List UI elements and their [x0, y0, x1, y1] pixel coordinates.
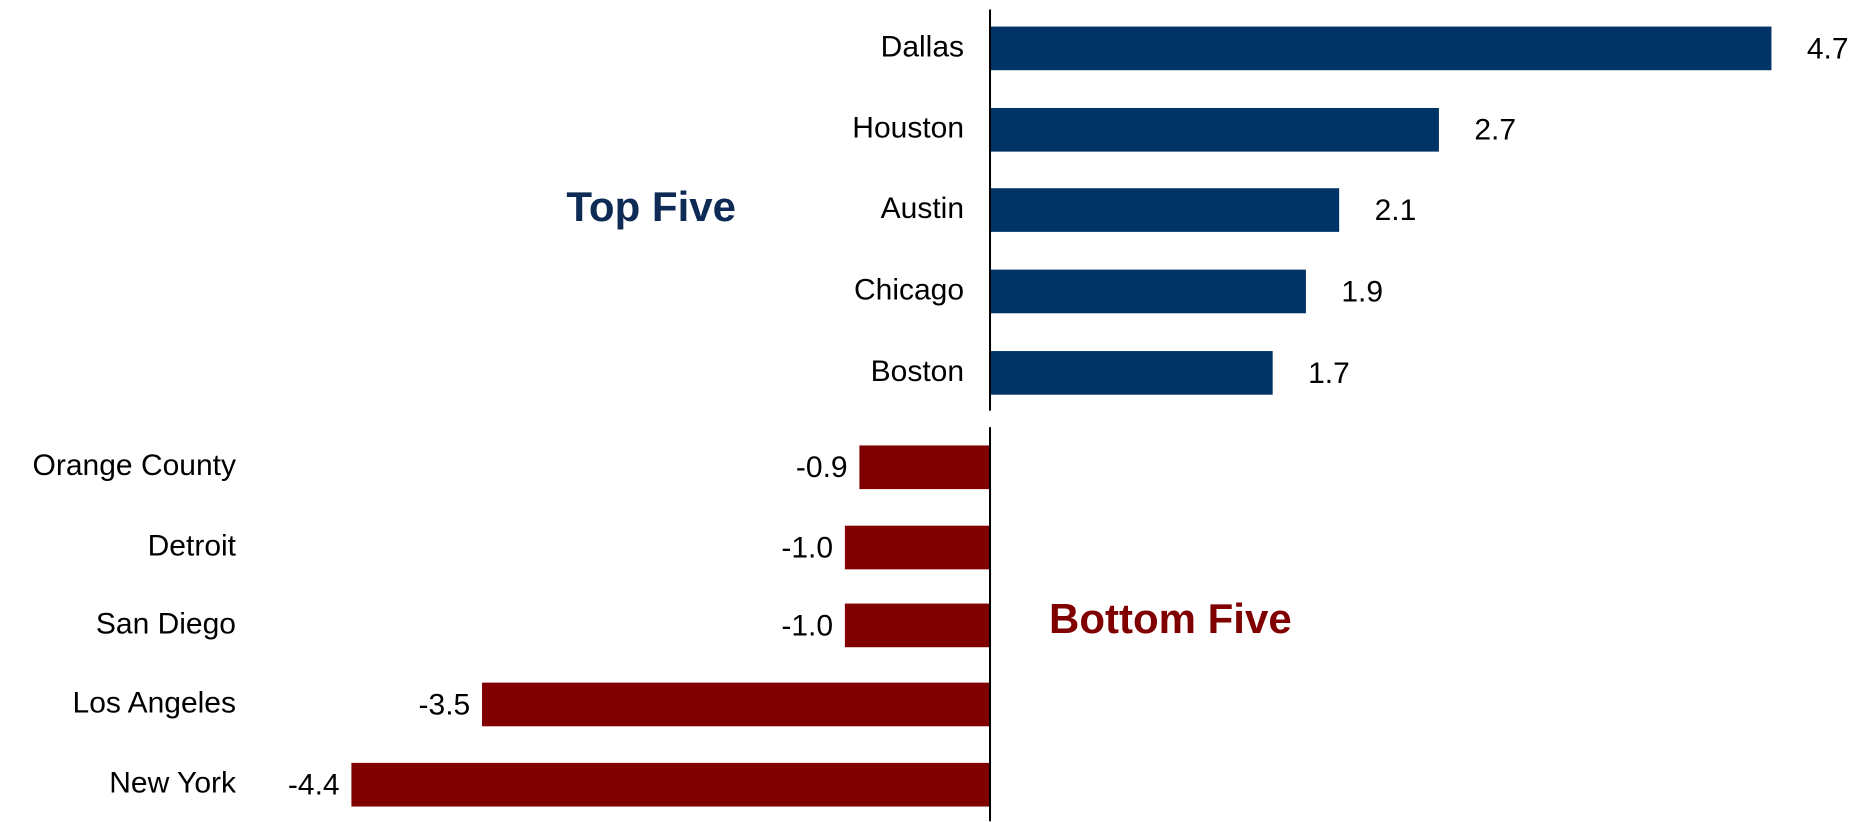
category-label: New York — [109, 767, 237, 800]
category-label: Houston — [852, 112, 964, 145]
bar — [990, 269, 1306, 314]
value-label: -3.5 — [419, 688, 471, 721]
chart-title: Top Five — [566, 183, 736, 230]
value-label: -0.9 — [796, 451, 848, 484]
bar — [844, 603, 991, 648]
category-label: Dallas — [881, 30, 964, 63]
bar — [859, 445, 991, 490]
chart-title: Bottom Five — [1049, 595, 1292, 642]
value-label: 1.9 — [1341, 275, 1383, 308]
category-label: Orange County — [33, 449, 236, 482]
value-label: 4.7 — [1807, 32, 1849, 65]
bar — [990, 107, 1439, 152]
bar — [844, 525, 991, 570]
bar — [351, 762, 991, 807]
bar — [990, 188, 1340, 232]
value-label: -4.4 — [288, 769, 340, 802]
value-label: 2.7 — [1474, 114, 1516, 147]
category-label: Los Angeles — [73, 686, 236, 719]
bar — [482, 682, 991, 727]
value-label: 1.7 — [1308, 357, 1350, 390]
bar — [990, 351, 1273, 395]
bar — [990, 26, 1772, 71]
value-label: -1.0 — [781, 609, 833, 642]
value-label: -1.0 — [781, 531, 833, 564]
category-label: Chicago — [854, 273, 964, 306]
category-label: Detroit — [148, 529, 237, 562]
category-label: Austin — [881, 192, 964, 225]
category-label: Boston — [871, 355, 964, 388]
category-label: San Diego — [96, 607, 236, 640]
value-label: 2.1 — [1375, 194, 1417, 227]
